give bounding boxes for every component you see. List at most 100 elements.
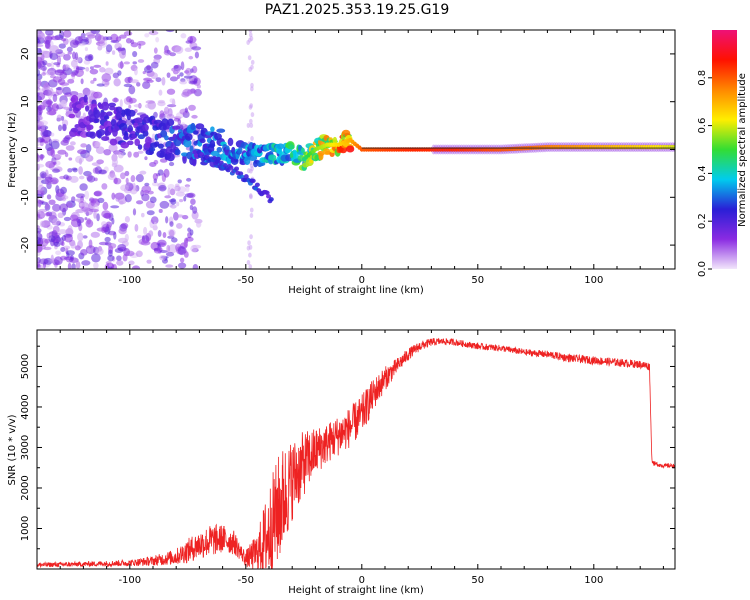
spectrogram-speckle xyxy=(185,185,190,193)
spectrogram-speckle xyxy=(192,264,199,269)
spectrogram-speckle xyxy=(111,50,116,55)
spectrogram-speckle xyxy=(158,89,163,96)
spectrogram-speckle xyxy=(124,170,130,177)
spectrogram-speckle xyxy=(39,220,45,228)
spectrogram-speckle xyxy=(184,107,188,113)
spectrogram-speckle xyxy=(247,55,252,61)
spectrogram-speckle xyxy=(168,161,175,167)
spectrogram-speckle xyxy=(170,204,177,209)
spectrogram-speckle xyxy=(98,169,107,175)
spectrogram-speckle xyxy=(120,172,126,180)
spectrogram-ridge-blob xyxy=(159,152,166,158)
spectrogram-ridge-blob xyxy=(134,138,141,147)
spectrogram-speckle xyxy=(78,175,85,180)
spectrogram-ridge-blob xyxy=(189,145,194,153)
spectrogram-speckle xyxy=(179,80,188,85)
spectrogram-speckle xyxy=(124,233,129,242)
spectrogram-speckle xyxy=(52,218,60,226)
colorbar-tick-label: 0.0 xyxy=(697,261,708,277)
spectrogram-speckle xyxy=(159,110,165,118)
spectrogram-speckle xyxy=(96,35,106,45)
spectrogram-speckle xyxy=(179,199,184,203)
spectrogram-speckle xyxy=(37,236,42,245)
spectrogram-speckle xyxy=(82,37,89,42)
snr-series-line xyxy=(37,337,675,569)
spectrogram-ridge-blob xyxy=(157,143,164,149)
spectrogram-speckle xyxy=(37,56,43,64)
spectrogram-branch-blob xyxy=(243,174,249,179)
spectrogram-ridge-blob xyxy=(171,125,181,130)
spectrogram-ridge-blob xyxy=(101,101,110,111)
spectrogram-speckle xyxy=(102,201,109,211)
spectrogram-speckle xyxy=(135,250,143,258)
spectrogram-speckle xyxy=(167,187,171,196)
spectrogram-speckle xyxy=(50,140,60,150)
spectrogram-ridge-blob xyxy=(192,158,197,167)
spectrogram-speckle xyxy=(166,244,171,253)
spectrogram-ridge-blob xyxy=(115,111,123,121)
spectrogram-ridge-blob xyxy=(164,135,169,141)
spectrogram-speckle xyxy=(183,251,189,258)
spectrogram-speckle xyxy=(146,210,155,216)
spectrogram-speckle xyxy=(63,216,71,222)
spectrogram-speckle xyxy=(49,40,54,50)
spectrogram-speckle xyxy=(60,186,68,194)
spectrogram-speckle xyxy=(55,87,63,91)
spectrogram-speckle xyxy=(63,30,72,38)
spectrogram-speckle xyxy=(44,176,53,180)
spectrogram-speckle xyxy=(248,264,253,269)
spectrogram-speckle xyxy=(150,72,158,80)
spectrogram-speckle xyxy=(95,146,105,155)
spectrogram-ridge-blob xyxy=(120,141,130,149)
spectrogram-speckle xyxy=(104,81,110,86)
spectrogram-speckle xyxy=(195,221,202,228)
spectrogram-speckle xyxy=(150,241,160,251)
spectrogram-speckle xyxy=(72,168,78,173)
spectrogram-branch-blob xyxy=(204,154,210,160)
spectrogram-speckle xyxy=(120,184,129,192)
spectrogram-speckle xyxy=(96,213,100,222)
spectrogram-speckle xyxy=(118,227,127,235)
spectrogram-speckle xyxy=(50,148,56,158)
spectrogram-speckle xyxy=(108,249,113,257)
spectrogram-speckle xyxy=(151,181,159,187)
spectrogram-speckle xyxy=(63,136,71,141)
spectrogram-ridge-blob xyxy=(216,146,223,153)
spectrogram-speckle xyxy=(111,158,119,166)
spectrogram-speckle xyxy=(69,175,79,183)
spectrogram-speckle xyxy=(62,86,71,95)
spectrogram-speckle xyxy=(165,216,169,224)
spectrogram-speckle xyxy=(157,230,162,238)
spectrogram-speckle xyxy=(86,248,92,253)
spectrogram-ridge-blob xyxy=(89,131,96,139)
spectrogram-speckle xyxy=(61,38,67,42)
spectrogram-ridge-blob xyxy=(317,150,325,157)
spectrogram-speckle xyxy=(112,263,118,269)
spectrogram-ridge-blob xyxy=(199,138,206,144)
spectrogram-speckle xyxy=(179,257,185,263)
spectrogram-speckle xyxy=(247,240,251,246)
spectrogram-speckle xyxy=(37,115,44,121)
spectrogram-speckle xyxy=(128,104,132,109)
spectrogram-speckle xyxy=(164,195,172,199)
spectrogram-speckle xyxy=(117,152,124,159)
spectrogram-speckle xyxy=(146,79,154,83)
spectrogram-speckle xyxy=(48,199,56,205)
spectrogram-speckle xyxy=(49,52,59,61)
spectrogram-speckle xyxy=(75,155,84,164)
spectrogram-speckle xyxy=(144,182,150,187)
spectrogram-speckle xyxy=(187,227,192,233)
spectrogram-speckle xyxy=(37,138,41,143)
spectrogram-speckle xyxy=(148,230,154,237)
spectrogram-speckle xyxy=(113,78,121,87)
spectrogram-speckle xyxy=(37,43,44,48)
snr-y-tick-label: 3000 xyxy=(20,435,31,460)
spectrogram-speckle xyxy=(170,198,177,205)
colorbar: 0.0 0.2 0.4 0.6 0.8 Normalized spectral ampl… xyxy=(697,30,748,277)
spectrogram-ridge-blob xyxy=(108,102,117,108)
spectrogram-speckle xyxy=(61,241,65,247)
spectrogram-ridge-blob xyxy=(288,144,295,150)
spectrogram-speckle xyxy=(68,257,79,263)
snr-y-tick-label: 1000 xyxy=(20,516,31,541)
spectrogram-speckle xyxy=(250,136,254,142)
